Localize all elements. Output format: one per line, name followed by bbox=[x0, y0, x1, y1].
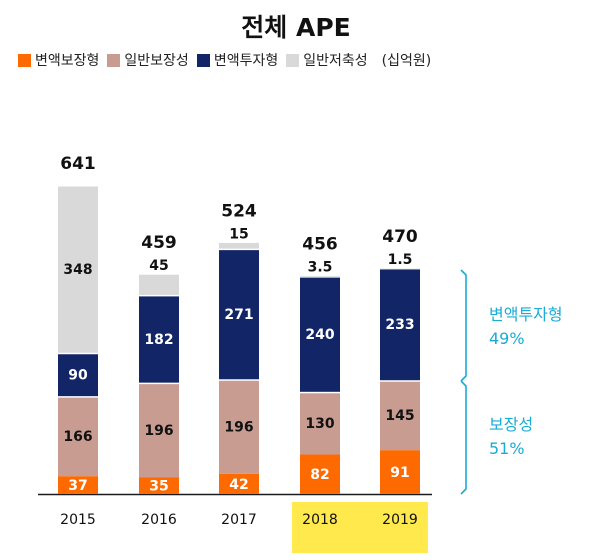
legend-swatch bbox=[196, 53, 210, 67]
legend-swatch bbox=[286, 53, 300, 67]
bar-segment bbox=[139, 274, 179, 295]
data-label: 42 bbox=[229, 477, 248, 493]
data-label: 15 bbox=[229, 226, 248, 242]
data-label: 3.5 bbox=[308, 259, 333, 275]
data-label: 240 bbox=[305, 327, 334, 343]
bar-segment bbox=[380, 450, 420, 494]
legend-label: 일반저축성 bbox=[303, 53, 368, 69]
data-label: 91 bbox=[390, 465, 409, 481]
bar-segment bbox=[58, 397, 98, 477]
bar-segment bbox=[300, 277, 340, 392]
bar-segment bbox=[219, 473, 259, 494]
unit-label: (십억원) bbox=[381, 53, 432, 69]
legend-item-variable-investment: 변액투자형 bbox=[196, 50, 279, 70]
annotation-label: 보장성 bbox=[489, 415, 533, 434]
bar-segment bbox=[139, 296, 179, 383]
bar-segment bbox=[58, 186, 98, 353]
bracket-investment bbox=[460, 269, 467, 382]
bracket-protection bbox=[460, 380, 467, 495]
total-label: 456 bbox=[302, 234, 338, 254]
data-label: 348 bbox=[63, 262, 92, 278]
bar-segment bbox=[219, 250, 259, 380]
total-label: 524 bbox=[221, 201, 257, 221]
data-label: 145 bbox=[385, 408, 414, 424]
bar-segment bbox=[380, 268, 420, 270]
annotation-value: 51% bbox=[489, 439, 525, 458]
legend-item-general-protection: 일반보장성 bbox=[107, 50, 189, 70]
legend-item-general-savings: 일반저축성 bbox=[286, 50, 368, 70]
bar-segment bbox=[380, 269, 420, 381]
total-label: 641 bbox=[60, 154, 96, 174]
legend-label: 일반보장성 bbox=[124, 53, 189, 69]
x-tick-label: 2015 bbox=[60, 512, 96, 528]
data-label: 82 bbox=[310, 467, 329, 483]
data-label: 196 bbox=[224, 420, 253, 436]
x-tick-label: 2018 bbox=[302, 512, 338, 528]
chart-title: 전체 APE bbox=[241, 13, 351, 42]
highlight-box bbox=[292, 502, 428, 553]
data-label: 130 bbox=[305, 416, 334, 432]
data-label: 182 bbox=[144, 332, 173, 348]
data-label: 233 bbox=[385, 317, 414, 333]
data-label: 1.5 bbox=[388, 252, 413, 268]
bar-segment bbox=[380, 381, 420, 451]
data-label: 196 bbox=[144, 423, 173, 439]
bar-segment bbox=[58, 354, 98, 397]
data-label: 166 bbox=[63, 429, 92, 445]
legend-label: 변액투자형 bbox=[213, 53, 279, 69]
x-tick-label: 2017 bbox=[221, 512, 257, 528]
data-label: 37 bbox=[68, 478, 87, 494]
x-tick-label: 2019 bbox=[382, 512, 418, 528]
data-label: 271 bbox=[224, 307, 253, 323]
bar-segment bbox=[139, 384, 179, 478]
bar-segment bbox=[300, 454, 340, 494]
bar-segment bbox=[219, 242, 259, 249]
legend-swatch bbox=[18, 53, 31, 67]
data-label: 45 bbox=[149, 258, 168, 274]
x-tick-label: 2016 bbox=[141, 512, 177, 528]
total-label: 459 bbox=[141, 233, 177, 253]
bar-segment bbox=[300, 393, 340, 455]
bar-segment bbox=[300, 275, 340, 277]
data-label: 35 bbox=[149, 479, 168, 495]
legend-label: 변액보장형 bbox=[35, 53, 100, 69]
bar-segment bbox=[58, 476, 98, 494]
legend-item-variable-protection: 변액보장형 bbox=[18, 50, 99, 70]
total-label: 470 bbox=[382, 227, 418, 247]
legend-swatch bbox=[107, 53, 121, 67]
annotation-label: 변액투자형 bbox=[489, 305, 563, 324]
data-label: 90 bbox=[68, 367, 88, 383]
bar-segment bbox=[139, 477, 179, 494]
annotation-value: 49% bbox=[489, 329, 525, 348]
chart-legend: 변액보장형 일반보장성 변액투자형 일반저축성 (십억원) bbox=[18, 50, 431, 70]
bar-segment bbox=[219, 380, 259, 474]
